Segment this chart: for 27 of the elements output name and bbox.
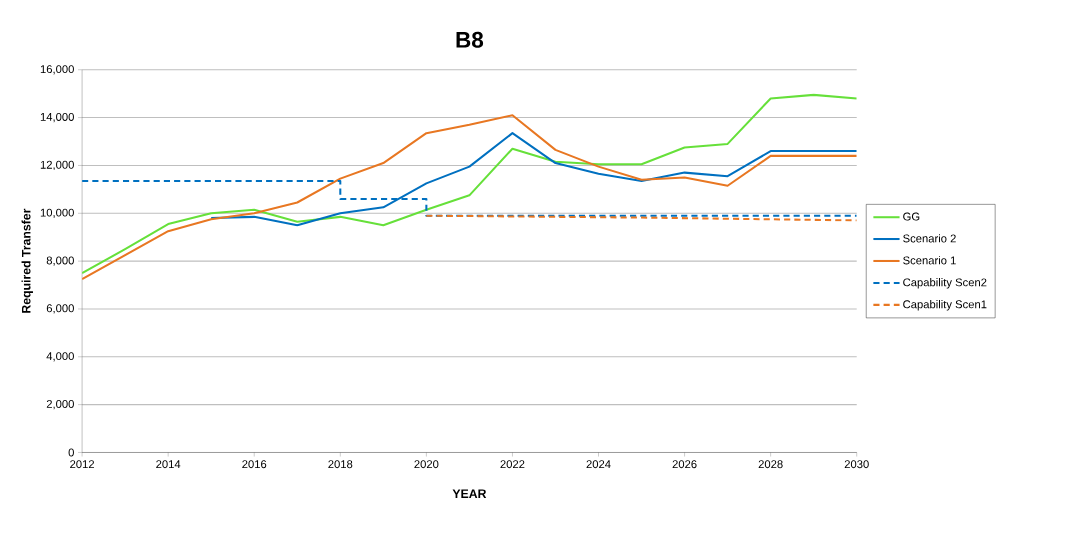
x-tick-label: 2024	[586, 460, 611, 469]
y-tick-label: 2,000	[46, 400, 74, 410]
x-tick-label: 2016	[242, 460, 267, 469]
x-tick-label: 2022	[500, 460, 525, 469]
legend-label: Scenario 2	[903, 234, 956, 243]
x-tick-label: 2030	[844, 460, 869, 469]
legend-label: Capability Scen1	[903, 300, 987, 311]
x-tick-label: 2020	[414, 460, 439, 469]
x-tick-label: 2018	[328, 460, 353, 469]
y-tick-label: 12,000	[40, 161, 74, 171]
legend-label: Capability Scen2	[903, 278, 987, 289]
legend-label: Scenario 1	[903, 256, 956, 265]
y-tick-label: 16,000	[40, 65, 74, 75]
y-tick-label: 14,000	[40, 113, 74, 123]
legend-label: GG	[903, 212, 920, 221]
x-tick-label: 2012	[70, 460, 95, 469]
x-tick-label: 2028	[758, 460, 783, 469]
x-tick-label: 2026	[672, 460, 697, 469]
x-axis-title: YEAR	[452, 489, 487, 499]
x-tick-label: 2014	[156, 460, 181, 469]
chart-title: B8	[456, 32, 484, 48]
y-axis-title: Required Transfer	[21, 209, 33, 314]
y-tick-label: 10,000	[40, 208, 74, 219]
y-tick-label: 8,000	[46, 256, 74, 266]
y-tick-label: 0	[68, 448, 74, 457]
y-tick-label: 6,000	[46, 304, 74, 314]
y-tick-label: 4,000	[46, 352, 74, 362]
